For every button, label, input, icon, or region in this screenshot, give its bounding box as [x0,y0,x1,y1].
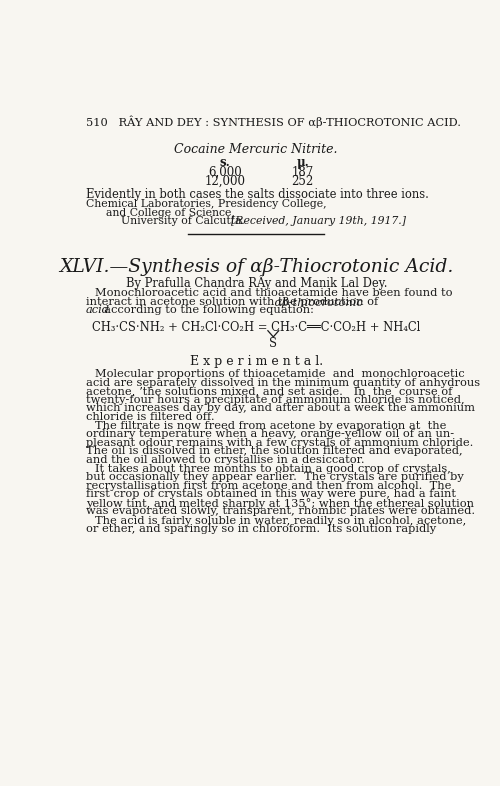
Text: The filtrate is now freed from acetone by evaporation at  the: The filtrate is now freed from acetone b… [95,421,447,431]
Text: The oil is dissolved in ether, the solution filtered and evaporated,: The oil is dissolved in ether, the solut… [86,446,463,456]
Text: [Received, January 19th, 1917.]: [Received, January 19th, 1917.] [232,216,406,226]
Text: chloride is filtered off.: chloride is filtered off. [86,412,214,421]
Text: 510   RÂY AND DEY : SYNTHESIS OF αβ-THIOCROTONIC ACID.: 510 RÂY AND DEY : SYNTHESIS OF αβ-THIOCR… [86,116,461,128]
Text: was evaporated slowly, transparent, rhombic plates were obtained.: was evaporated slowly, transparent, rhom… [86,506,475,516]
Text: 12,000: 12,000 [205,175,246,188]
Text: pleasant odour remains with a few crystals of ammonium chloride.: pleasant odour remains with a few crysta… [86,438,473,448]
Text: which increases day by day, and after about a week the ammonium: which increases day by day, and after ab… [86,403,475,413]
Text: twenty-four hours a precipitate of ammonium chloride is noticed,: twenty-four hours a precipitate of ammon… [86,395,465,405]
Text: Cocaine Mercuric Nitrite.: Cocaine Mercuric Nitrite. [174,143,338,156]
Text: and the oil allowed to crystallise in a desiccator.: and the oil allowed to crystallise in a … [86,454,364,465]
Text: recrystallisation first from acetone and then from alcohol.  The: recrystallisation first from acetone and… [86,481,451,491]
Text: The acid is fairly soluble in water, readily so in alcohol, acetone,: The acid is fairly soluble in water, rea… [95,516,467,526]
Text: University of Calcutta.: University of Calcutta. [120,216,244,226]
Text: XLVI.—Synthesis of αβ-Thiocrotonic Acid.: XLVI.—Synthesis of αβ-Thiocrotonic Acid. [59,258,454,276]
Text: 187: 187 [292,166,314,179]
Text: first crop of crystals obtained in this way were pure, had a faint: first crop of crystals obtained in this … [86,490,456,499]
Text: acid: acid [86,305,110,315]
Text: ordinary temperature when a heavy, orange-yellow oil of an un-: ordinary temperature when a heavy, orang… [86,429,454,439]
Text: 6,000: 6,000 [208,166,242,179]
Text: Chemical Laboratories, Presidency College,: Chemical Laboratories, Presidency Colleg… [86,199,326,209]
Text: μ.: μ. [296,156,309,169]
Text: Monochloroacetic acid and thioacetamide have been found to: Monochloroacetic acid and thioacetamide … [95,288,453,299]
Text: By Prafulla Chandra RÂy and Manik Lal Dey.: By Prafulla Chandra RÂy and Manik Lal De… [126,274,387,289]
Text: or ether, and sparingly so in chloroform.  Its solution rapidly: or ether, and sparingly so in chloroform… [86,524,436,534]
Text: acetone, ʼthe solutions mixed, and set aside.   In  the  course of: acetone, ʼthe solutions mixed, and set a… [86,386,452,396]
Text: It takes about three months to obtain a good crop of crystals,: It takes about three months to obtain a … [95,464,451,474]
Text: Molecular proportions of thioacetamide  and  monochloroacetic: Molecular proportions of thioacetamide a… [95,369,465,379]
Text: s.: s. [220,156,230,169]
Text: αβ-thiocrotonic: αβ-thiocrotonic [86,297,362,308]
Text: 252: 252 [292,175,314,188]
Text: S: S [270,337,278,350]
Text: E x p e r i m e n t a l.: E x p e r i m e n t a l. [190,354,323,368]
Text: yellow tint, and melted sharply at 135°; when the ethereal solution: yellow tint, and melted sharply at 135°;… [86,498,474,509]
Text: acid are separately dissolved in the minimum quantity of anhydrous: acid are separately dissolved in the min… [86,378,480,387]
Text: and College of Science,: and College of Science, [106,208,235,218]
Text: according to the following equation:: according to the following equation: [86,305,314,315]
Text: but occasionally they appear earlier.  The crystals are purified by: but occasionally they appear earlier. Th… [86,472,464,483]
Text: CH₃·CS·NH₂ + CH₂Cl·CO₂H = CH₃·C══C·CO₂H + NH₄Cl: CH₃·CS·NH₂ + CH₂Cl·CO₂H = CH₃·C══C·CO₂H … [92,321,420,335]
Text: interact in acetone solution with the production of: interact in acetone solution with the pr… [86,297,378,307]
Text: Evidently in both cases the salts dissociate into three ions.: Evidently in both cases the salts dissoc… [86,189,428,201]
